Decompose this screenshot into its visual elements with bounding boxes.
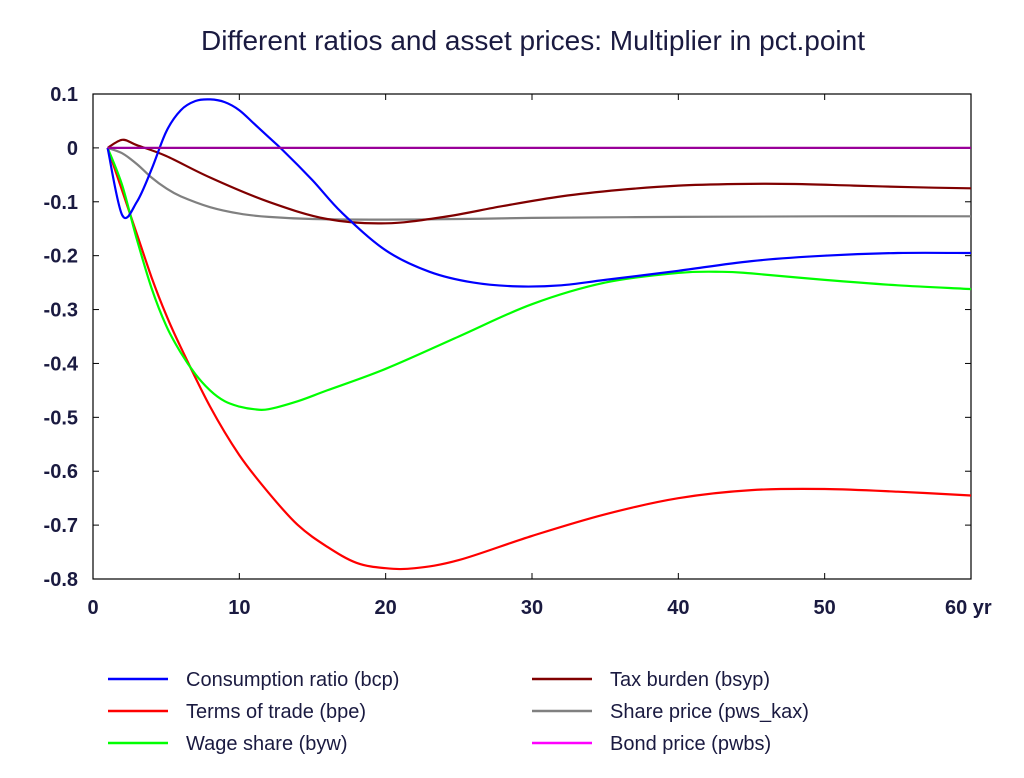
- legend-label-2: Wage share (byw): [186, 733, 348, 755]
- y-tick-label: -0.6: [44, 461, 78, 483]
- legend-label-1: Terms of trade (bpe): [186, 701, 366, 723]
- axes: [92, 93, 972, 580]
- plot-area: [106, 98, 972, 571]
- y-tick-label: -0.7: [44, 515, 78, 537]
- legend-label-0: Consumption ratio (bcp): [186, 669, 399, 691]
- y-tick-label: 0.1: [50, 84, 78, 106]
- y-tick-label: -0.2: [44, 246, 78, 268]
- x-tick-label: 0: [87, 597, 98, 619]
- y-axis: 0.1 0 -0.1 -0.2 -0.3 -0.4 -0.5 -0.6 -0.7 -0.8: [44, 84, 971, 591]
- series-line-1: [106, 147, 972, 571]
- x-tick-label: 20: [375, 597, 397, 619]
- x-tick-label: 50: [814, 597, 836, 619]
- legend-label-5: Bond price (pwbs): [610, 733, 771, 755]
- series-line-2: [106, 147, 972, 412]
- y-tick-label: -0.3: [44, 300, 78, 322]
- y-tick-label: -0.1: [44, 192, 78, 214]
- series-line-3: [107, 138, 972, 225]
- x-tick-label: 30: [521, 597, 543, 619]
- x-tick-label: 60 yr: [945, 597, 992, 619]
- y-tick-label: 0: [67, 138, 78, 160]
- y-tick-label: -0.8: [44, 569, 78, 591]
- y-tick-label: -0.5: [44, 407, 78, 429]
- series-line-4: [107, 146, 972, 221]
- y-tick-label: -0.4: [44, 353, 79, 375]
- series-line-0: [106, 98, 972, 288]
- chart-title: Different ratios and asset prices: Multi…: [201, 25, 865, 56]
- legend-label-4: Share price (pws_kax): [610, 701, 809, 723]
- x-axis: 0 10 20 30 40 50 60 yr: [87, 94, 992, 619]
- legend: Consumption ratio (bcp) Terms of trade (b…: [108, 669, 809, 755]
- x-tick-label: 40: [667, 597, 689, 619]
- legend-label-3: Tax burden (bsyp): [610, 669, 770, 691]
- x-tick-label: 10: [228, 597, 250, 619]
- plot-frame: [92, 93, 972, 580]
